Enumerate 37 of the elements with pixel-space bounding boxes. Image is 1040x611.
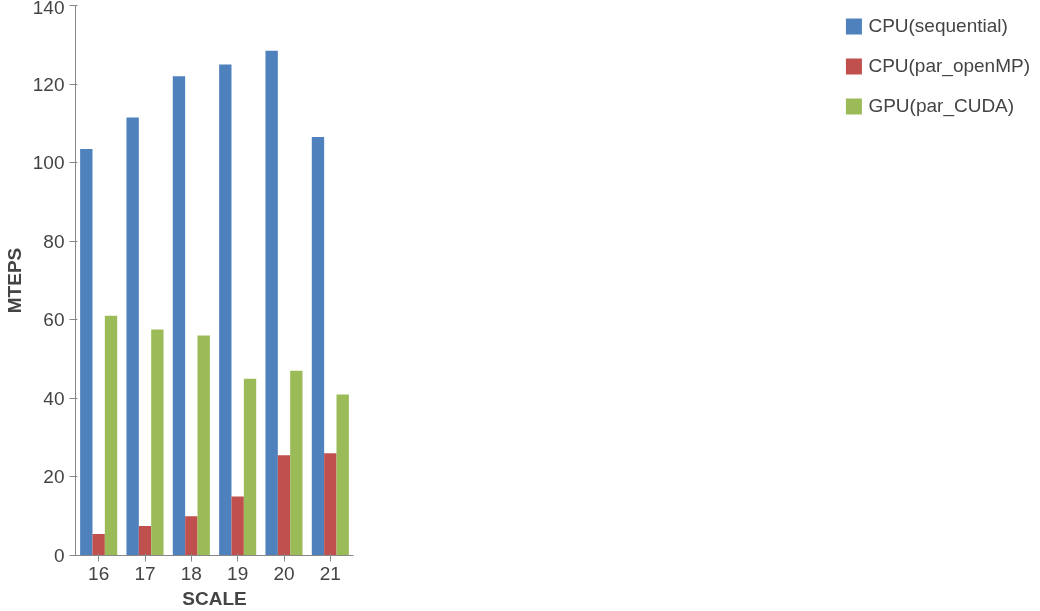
bar: [231, 496, 244, 556]
bar: [324, 453, 337, 556]
y-tick-label: 0: [53, 545, 65, 566]
bar: [126, 117, 139, 556]
x-axis-title: SCALE: [182, 587, 247, 609]
x-tick-label: 21: [319, 562, 341, 584]
bar: [311, 137, 325, 556]
bar: [80, 148, 93, 556]
x-tick-label: 20: [273, 562, 295, 584]
y-tick-label: 120: [32, 73, 65, 95]
bar: [172, 76, 186, 556]
y-tick-label: 100: [32, 152, 65, 174]
x-tick-label: 19: [227, 562, 249, 584]
bar: [243, 378, 257, 556]
legend-label: GPU(par_CUDA): [868, 95, 1015, 117]
x-tick-label: 17: [134, 562, 156, 584]
y-tick-label: 140: [32, 0, 65, 18]
bar: [151, 329, 164, 556]
x-tick-label: 18: [180, 562, 202, 584]
bar: [277, 455, 291, 556]
bar: [104, 315, 118, 556]
bar: [138, 526, 152, 556]
bar: [197, 335, 210, 556]
y-axis-title: MTEPS: [3, 247, 25, 314]
y-tick-label: 80: [43, 230, 65, 252]
bar: [185, 516, 198, 556]
x-tick-label: 16: [88, 562, 110, 584]
bar: [265, 50, 278, 556]
legend-label: CPU(sequential): [868, 15, 1008, 37]
bar: [92, 533, 105, 556]
y-tick-label: 60: [43, 309, 65, 331]
legend-label: CPU(par_openMP): [868, 55, 1030, 77]
bar: [290, 370, 303, 556]
y-tick-label: 20: [43, 466, 65, 488]
y-tick-label: 40: [43, 387, 65, 409]
bar: [336, 394, 349, 556]
bar: [219, 64, 232, 556]
